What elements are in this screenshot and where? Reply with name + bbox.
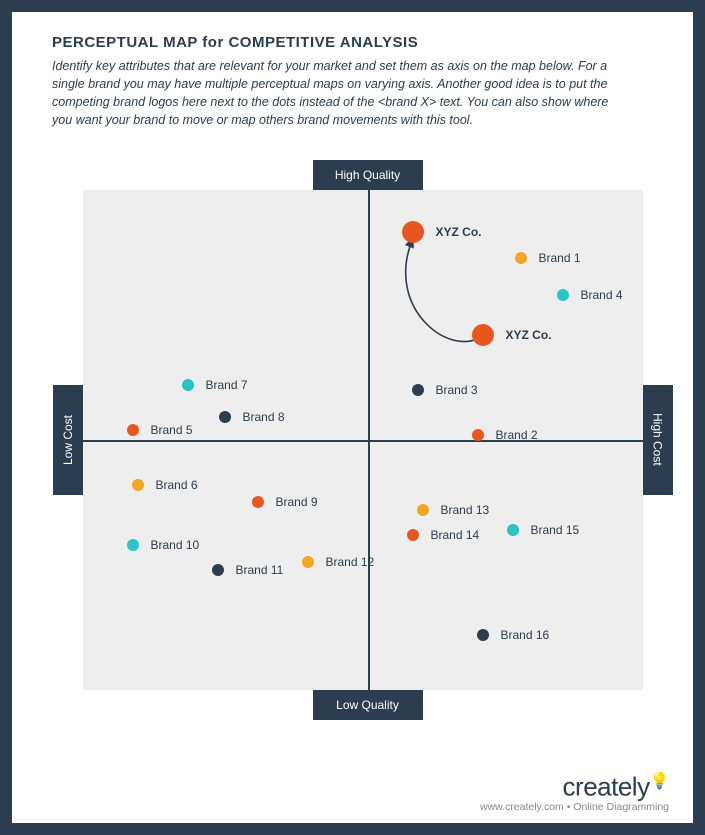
point-brand-7 xyxy=(182,379,194,391)
point-label-brand-10: Brand 10 xyxy=(151,538,200,552)
point-label-brand-1: Brand 1 xyxy=(539,251,581,265)
axis-label-low-cost: Low Cost xyxy=(53,385,83,495)
point-xyz-now xyxy=(472,324,494,346)
point-brand-3 xyxy=(412,384,424,396)
point-label-brand-8: Brand 8 xyxy=(243,410,285,424)
point-xyz-target xyxy=(402,221,424,243)
point-label-brand-16: Brand 16 xyxy=(501,628,550,642)
point-brand-8 xyxy=(219,411,231,423)
point-brand-10 xyxy=(127,539,139,551)
point-brand-13 xyxy=(417,504,429,516)
point-label-brand-5: Brand 5 xyxy=(151,423,193,437)
point-brand-5 xyxy=(127,424,139,436)
point-label-brand-2: Brand 2 xyxy=(496,428,538,442)
point-brand-4 xyxy=(557,289,569,301)
perceptual-map: High QualityLow QualityLow CostHigh Cost… xyxy=(43,150,663,730)
header: PERCEPTUAL MAP for COMPETITIVE ANALYSIS … xyxy=(12,12,693,130)
point-brand-14 xyxy=(407,529,419,541)
page-subtitle: Identify key attributes that are relevan… xyxy=(52,57,612,130)
plot-area: High QualityLow QualityLow CostHigh Cost… xyxy=(83,190,643,690)
point-label-brand-14: Brand 14 xyxy=(431,528,480,542)
page: PERCEPTUAL MAP for COMPETITIVE ANALYSIS … xyxy=(12,12,693,823)
logo-text: creately xyxy=(563,772,650,802)
point-brand-12 xyxy=(302,556,314,568)
point-label-brand-7: Brand 7 xyxy=(206,378,248,392)
page-title: PERCEPTUAL MAP for COMPETITIVE ANALYSIS xyxy=(52,34,653,51)
point-brand-9 xyxy=(252,496,264,508)
y-axis-line xyxy=(368,190,370,690)
footer: creately💡 www.creately.com • Online Diag… xyxy=(480,771,669,813)
point-brand-16 xyxy=(477,629,489,641)
footer-tagline: www.creately.com • Online Diagramming xyxy=(480,801,669,813)
point-brand-1 xyxy=(515,252,527,264)
point-label-xyz-now: XYZ Co. xyxy=(506,328,552,342)
point-label-brand-12: Brand 12 xyxy=(326,555,375,569)
point-label-brand-11: Brand 11 xyxy=(236,563,284,577)
point-label-brand-9: Brand 9 xyxy=(276,495,318,509)
point-label-brand-6: Brand 6 xyxy=(156,478,198,492)
point-brand-11 xyxy=(212,564,224,576)
point-label-brand-13: Brand 13 xyxy=(441,503,490,517)
point-brand-6 xyxy=(132,479,144,491)
point-brand-15 xyxy=(507,524,519,536)
axis-label-low-quality: Low Quality xyxy=(313,690,423,720)
axis-label-high-quality: High Quality xyxy=(313,160,423,190)
point-label-brand-3: Brand 3 xyxy=(436,383,478,397)
point-label-xyz-target: XYZ Co. xyxy=(436,225,482,239)
axis-label-high-cost: High Cost xyxy=(643,385,673,495)
x-axis-line xyxy=(83,440,643,442)
bulb-icon: 💡 xyxy=(650,773,669,790)
point-label-brand-15: Brand 15 xyxy=(531,523,580,537)
point-label-brand-4: Brand 4 xyxy=(581,288,623,302)
point-brand-2 xyxy=(472,429,484,441)
creately-logo: creately💡 xyxy=(480,771,669,803)
